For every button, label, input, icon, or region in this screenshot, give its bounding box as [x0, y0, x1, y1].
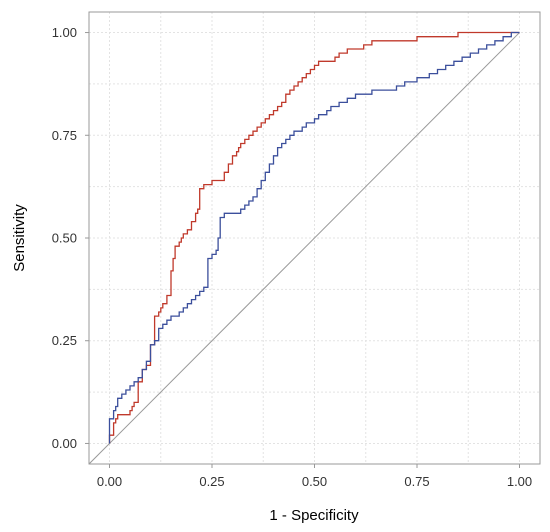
x-tick-label: 0.75	[404, 474, 429, 489]
roc-curve-2	[108, 31, 520, 444]
y-tick-label: 0.00	[52, 436, 77, 451]
grid-layer	[89, 12, 540, 464]
x-tick-label: 0.50	[302, 474, 327, 489]
x-tick-label: 0.00	[97, 474, 122, 489]
y-tick-label: 1.00	[52, 25, 77, 40]
x-tick-label: 1.00	[507, 474, 532, 489]
reference-diagonal-line	[88, 32, 520, 465]
x-tick-label: 0.25	[199, 474, 224, 489]
y-tick-label: 0.75	[52, 128, 77, 143]
tick-layer: 0.00 0.25 0.50 0.75 1.00 0.00 0.25 0.50 0.75 1.00	[52, 25, 532, 489]
series-layer	[108, 31, 520, 444]
x-axis-title: 1 - Specificity	[269, 507, 359, 524]
y-axis-title: Sensitivity	[11, 204, 28, 272]
y-tick-label: 0.50	[52, 231, 77, 246]
reference-line-layer	[88, 32, 520, 465]
y-tick-label: 0.25	[52, 333, 77, 348]
